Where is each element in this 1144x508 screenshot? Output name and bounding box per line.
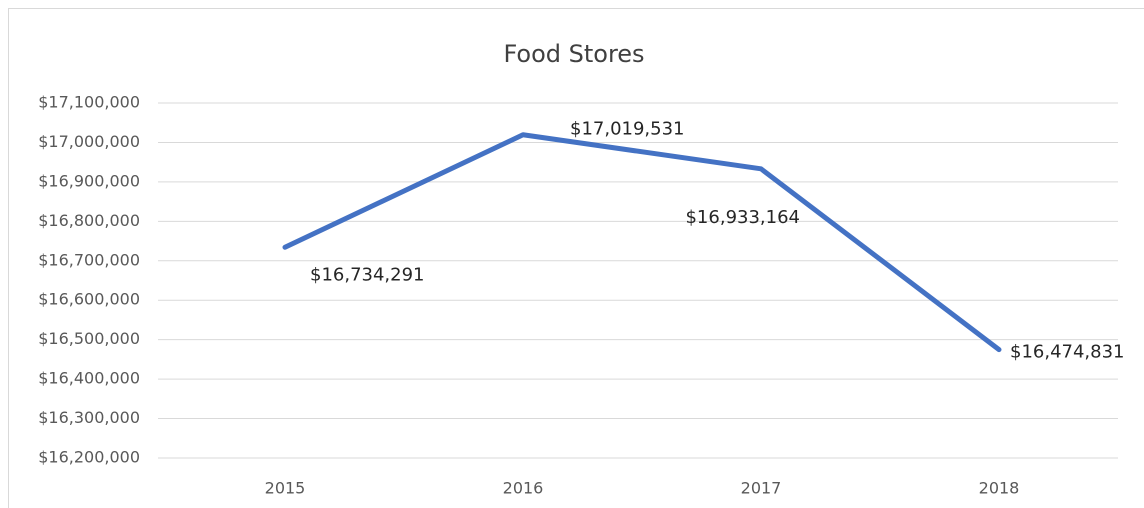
y-tick-label: $17,100,000 <box>38 93 140 112</box>
x-tick-label: 2016 <box>503 479 544 498</box>
y-tick-label: $17,000,000 <box>38 132 140 151</box>
y-tick-label: $16,700,000 <box>38 250 140 269</box>
line <box>282 132 1002 353</box>
x-tick-label: 2018 <box>979 479 1020 498</box>
data-label: $16,474,831 <box>1010 342 1125 363</box>
y-tick-label: $16,800,000 <box>38 211 140 230</box>
data-label: $16,734,291 <box>310 264 425 285</box>
chart-border <box>8 8 1144 508</box>
x-tick-label: 2017 <box>741 479 782 498</box>
data-label: $16,933,164 <box>685 207 800 228</box>
y-tick-label: $16,500,000 <box>38 329 140 348</box>
data-label: $17,019,531 <box>570 119 685 140</box>
x-tick-label: 2015 <box>265 479 306 498</box>
y-tick-label: $16,300,000 <box>38 408 140 427</box>
y-tick-label: $16,600,000 <box>38 290 140 309</box>
chart-title: Food Stores <box>503 40 644 68</box>
y-tick-label: $16,900,000 <box>38 171 140 190</box>
y-tick-label: $16,400,000 <box>38 369 140 388</box>
y-tick-label: $16,200,000 <box>38 448 140 467</box>
